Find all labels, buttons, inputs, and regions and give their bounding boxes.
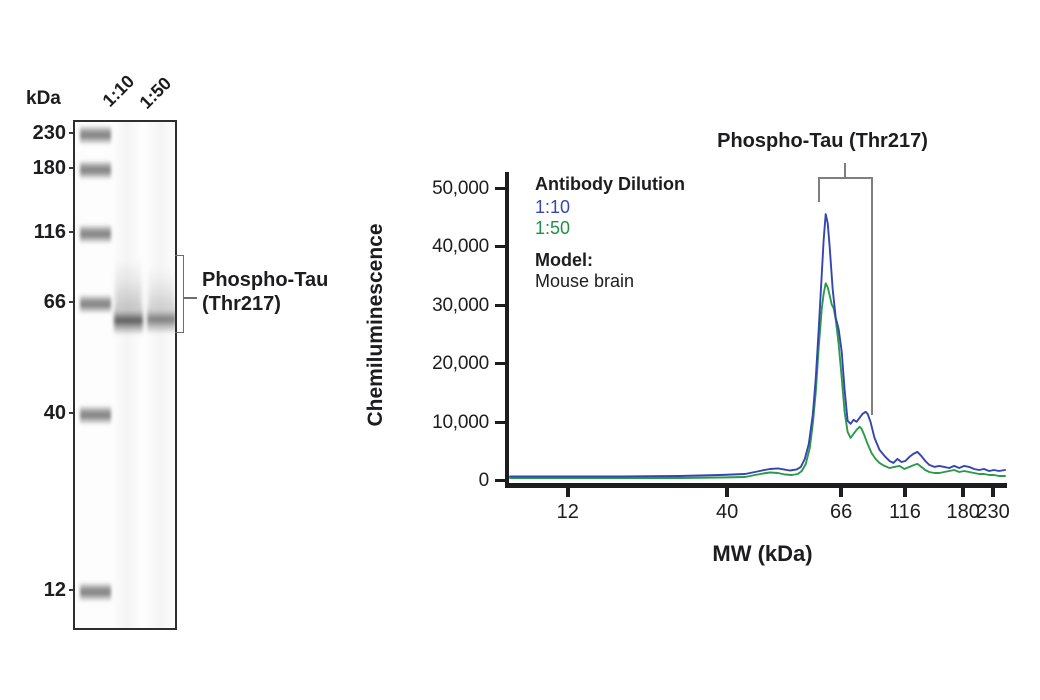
- x-tick-label: 40: [715, 501, 739, 523]
- legend-model-title: Model:: [535, 250, 593, 270]
- blot-band-annotation: Phospho-Tau (Thr217): [202, 268, 328, 316]
- peak-bracket-tick: [844, 163, 846, 178]
- x-tick-mark: [991, 487, 995, 497]
- lane-label-1-10: 1:10: [98, 71, 139, 111]
- x-tick-mark: [839, 487, 843, 497]
- ladder-band-116: [80, 224, 111, 245]
- chart-legend: Antibody Dilution 1:10 1:50 Model: Mouse …: [535, 174, 735, 292]
- marker-tick-180: [69, 166, 75, 169]
- y-axis-line: [505, 172, 509, 487]
- marker-tick-12: [69, 589, 75, 592]
- y-tick-label: 10,000: [432, 411, 489, 433]
- ladder-band-40: [80, 405, 111, 426]
- marker-tick-66: [69, 301, 75, 304]
- blot-image: [73, 120, 177, 630]
- kda-unit-label: kDa: [26, 88, 61, 109]
- x-tick-mark: [903, 487, 907, 497]
- y-tick-label: 50,000: [432, 177, 489, 199]
- sample-smear-1-50: [147, 267, 175, 308]
- marker-label-40: 40: [43, 402, 66, 425]
- y-tick-mark: [495, 420, 506, 424]
- ladder-band-180: [80, 159, 111, 180]
- marker-label-116: 116: [33, 221, 66, 244]
- sample-smear-1-10: [114, 258, 142, 308]
- ladder-band-66: [80, 294, 111, 315]
- x-tick-mark: [566, 487, 570, 497]
- peak-bracket-left-leg: [818, 178, 820, 202]
- marker-label-66: 66: [43, 291, 66, 314]
- x-axis-line: [505, 483, 1007, 488]
- marker-tick-230: [69, 132, 75, 135]
- x-tick-label: 180: [946, 501, 980, 523]
- x-tick-label: 66: [830, 501, 853, 523]
- legend-entry-1-10: 1:10: [535, 197, 571, 217]
- blot-band-annotation-line2: (Thr217): [202, 293, 281, 315]
- legend-model-value: Mouse brain: [535, 271, 635, 291]
- marker-tick-40: [69, 412, 75, 415]
- marker-label-12: 12: [43, 579, 66, 602]
- y-tick-mark: [495, 186, 506, 190]
- blot-band-bracket: [175, 255, 184, 333]
- y-tick-label: 40,000: [432, 236, 489, 257]
- curve-1-10: [509, 213, 1006, 478]
- ladder-band-12: [80, 582, 111, 603]
- x-tick-label: 116: [888, 501, 921, 523]
- curve-1-50: [509, 282, 1006, 479]
- y-tick-label: 20,000: [432, 353, 489, 374]
- marker-label-230: 230: [32, 122, 66, 145]
- legend-entries: 1:10 1:50: [535, 197, 735, 239]
- marker-label-180: 180: [32, 156, 66, 179]
- y-tick-mark: [495, 303, 506, 307]
- x-tick-label: 12: [556, 501, 579, 523]
- y-tick-mark: [495, 479, 506, 482]
- sample-band-1-50: [146, 304, 175, 335]
- legend-entry-1-50: 1:50: [535, 218, 571, 238]
- sample-band-1-10: [113, 304, 143, 335]
- marker-tick-116: [69, 231, 75, 234]
- y-axis-title: Chemiluminescence: [364, 223, 387, 427]
- x-axis-title: MW (kDa): [712, 541, 813, 566]
- lane-background: [145, 122, 175, 628]
- chemiluminescence-curves: [509, 213, 1006, 479]
- peak-annotation-label: Phospho-Tau (Thr217): [717, 130, 928, 152]
- blot-band-annotation-line1: Phospho-Tau: [202, 269, 329, 291]
- legend-title: Antibody Dilution: [535, 174, 685, 194]
- y-tick-label: 0: [478, 470, 490, 491]
- peak-bracket-hline: [818, 177, 873, 179]
- lane-label-1-50: 1:50: [135, 73, 176, 113]
- x-tick-mark: [725, 487, 729, 497]
- ladder-band-230: [80, 125, 111, 146]
- x-tick-mark: [961, 487, 965, 497]
- y-tick-mark: [495, 362, 506, 365]
- blot-band-bracket-tick: [184, 297, 197, 299]
- x-tick-label: 230: [976, 501, 1010, 523]
- peak-bracket-right-leg: [871, 178, 873, 415]
- lane-background: [112, 122, 142, 628]
- y-tick-label: 30,000: [432, 294, 489, 316]
- y-tick-mark: [495, 245, 506, 248]
